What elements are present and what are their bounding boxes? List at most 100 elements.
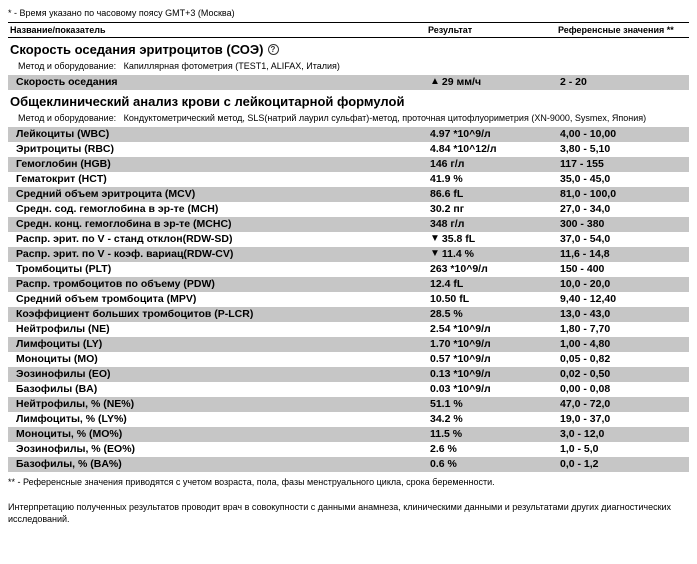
timezone-note: * - Время указано по часовому поясу GMT+… bbox=[8, 8, 689, 20]
cell-name: Нейтрофилы (NE) bbox=[10, 322, 430, 337]
section-1-method: Метод и оборудование: Капиллярная фотоме… bbox=[8, 59, 689, 75]
cell-ref: 47,0 - 72,0 bbox=[560, 397, 687, 412]
cell-name: Лимфоциты, % (LY%) bbox=[10, 412, 430, 427]
cell-ref: 81,0 - 100,0 bbox=[560, 187, 687, 202]
table-row: Моноциты, % (MO%)11.5 %3,0 - 12,0 bbox=[8, 427, 689, 442]
cell-name: Тромбоциты (PLT) bbox=[10, 262, 430, 277]
table-row: Средний объем тромбоцита (MPV)10.50 fL9,… bbox=[8, 292, 689, 307]
cell-name: Распр. эрит. по V - станд отклон(RDW-SD) bbox=[10, 232, 430, 247]
table-row: Распр. эрит. по V - станд отклон(RDW-SD)… bbox=[8, 232, 689, 247]
cell-name: Моноциты, % (MO%) bbox=[10, 427, 430, 442]
cell-ref: 9,40 - 12,40 bbox=[560, 292, 687, 307]
cell-result: 0.03 *10^9/л bbox=[430, 382, 560, 397]
cell-result: 30.2 пг bbox=[430, 202, 560, 217]
table-row: Скорость оседания▲29 мм/ч2 - 20 bbox=[8, 75, 689, 90]
cell-ref: 3,80 - 5,10 bbox=[560, 142, 687, 157]
cell-name: Средний объем тромбоцита (MPV) bbox=[10, 292, 430, 307]
cell-result: 0.57 *10^9/л bbox=[430, 352, 560, 367]
section-2-method: Метод и оборудование: Кондуктометрически… bbox=[8, 111, 689, 127]
arrow-up-icon: ▲ bbox=[430, 77, 440, 87]
cell-name: Эозинофилы (EO) bbox=[10, 367, 430, 382]
cell-result: 12.4 fL bbox=[430, 277, 560, 292]
info-icon: ? bbox=[268, 44, 279, 55]
table-row: Лимфоциты, % (LY%)34.2 %19,0 - 37,0 bbox=[8, 412, 689, 427]
column-headers: Название/показатель Результат Референсны… bbox=[8, 22, 689, 38]
cell-ref: 37,0 - 54,0 bbox=[560, 232, 687, 247]
table-row: Коэффициент больших тромбоцитов (P-LCR)2… bbox=[8, 307, 689, 322]
cell-name: Базофилы, % (BA%) bbox=[10, 457, 430, 472]
cell-name: Моноциты (MO) bbox=[10, 352, 430, 367]
cell-ref: 35,0 - 45,0 bbox=[560, 172, 687, 187]
table-row: Нейтрофилы, % (NE%)51.1 %47,0 - 72,0 bbox=[8, 397, 689, 412]
cell-ref: 3,0 - 12,0 bbox=[560, 427, 687, 442]
cell-result: 0.6 % bbox=[430, 457, 560, 472]
cell-name: Лейкоциты (WBC) bbox=[10, 127, 430, 142]
cell-result: 348 г/л bbox=[430, 217, 560, 232]
cell-result: 2.54 *10^9/л bbox=[430, 322, 560, 337]
cell-result: 1.70 *10^9/л bbox=[430, 337, 560, 352]
arrow-down-icon: ▼ bbox=[430, 249, 440, 259]
cell-name: Гематокрит (HCT) bbox=[10, 172, 430, 187]
cell-result: ▼11.4 % bbox=[430, 247, 560, 262]
section-1-title: Скорость оседания эритроцитов (СОЭ) ? bbox=[8, 42, 689, 57]
table-row: Тромбоциты (PLT)263 *10^9/л150 - 400 bbox=[8, 262, 689, 277]
cell-name: Гемоглобин (HGB) bbox=[10, 157, 430, 172]
method-value: Кондуктометрический метод, SLS(натрий ла… bbox=[124, 113, 646, 123]
cell-ref: 13,0 - 43,0 bbox=[560, 307, 687, 322]
cell-ref: 19,0 - 37,0 bbox=[560, 412, 687, 427]
table-row: Эозинофилы (EO)0.13 *10^9/л0,02 - 0,50 bbox=[8, 367, 689, 382]
section-2-title: Общеклинический анализ крови с лейкоцита… bbox=[8, 94, 689, 109]
cell-ref: 300 - 380 bbox=[560, 217, 687, 232]
cell-result: 4.84 *10^12/л bbox=[430, 142, 560, 157]
table-row: Средний объем эритроцита (MCV)86.6 fL81,… bbox=[8, 187, 689, 202]
table-row: Распр. эрит. по V - коэф. вариац(RDW-CV)… bbox=[8, 247, 689, 262]
section-2-rows: Лейкоциты (WBC)4.97 *10^9/л4,00 - 10,00Э… bbox=[8, 127, 689, 472]
cell-result: ▼35.8 fL bbox=[430, 232, 560, 247]
table-row: Эритроциты (RBC)4.84 *10^12/л3,80 - 5,10 bbox=[8, 142, 689, 157]
cell-result: 41.9 % bbox=[430, 172, 560, 187]
table-row: Нейтрофилы (NE)2.54 *10^9/л1,80 - 7,70 bbox=[8, 322, 689, 337]
col-header-name: Название/показатель bbox=[8, 25, 428, 35]
method-label: Метод и оборудование: bbox=[18, 113, 116, 123]
cell-result: 51.1 % bbox=[430, 397, 560, 412]
cell-result: 4.97 *10^9/л bbox=[430, 127, 560, 142]
cell-name: Средн. сод. гемоглобина в эр-те (MCH) bbox=[10, 202, 430, 217]
table-row: Гемоглобин (HGB)146 г/л117 - 155 bbox=[8, 157, 689, 172]
cell-ref: 1,80 - 7,70 bbox=[560, 322, 687, 337]
cell-name: Коэффициент больших тромбоцитов (P-LCR) bbox=[10, 307, 430, 322]
col-header-ref: Референсные значения ** bbox=[558, 25, 689, 35]
section-1-rows: Скорость оседания▲29 мм/ч2 - 20 bbox=[8, 75, 689, 90]
arrow-down-icon: ▼ bbox=[430, 234, 440, 244]
cell-ref: 0,05 - 0,82 bbox=[560, 352, 687, 367]
cell-ref: 0,00 - 0,08 bbox=[560, 382, 687, 397]
table-row: Моноциты (MO)0.57 *10^9/л0,05 - 0,82 bbox=[8, 352, 689, 367]
cell-result: 86.6 fL bbox=[430, 187, 560, 202]
cell-name: Средний объем эритроцита (MCV) bbox=[10, 187, 430, 202]
section-2-title-text: Общеклинический анализ крови с лейкоцита… bbox=[10, 94, 404, 109]
cell-name: Распр. тромбоцитов по объему (PDW) bbox=[10, 277, 430, 292]
table-row: Базофилы, % (BA%)0.6 %0,0 - 1,2 bbox=[8, 457, 689, 472]
table-row: Средн. конц. гемоглобина в эр-те (MCHC)3… bbox=[8, 217, 689, 232]
cell-result: 34.2 % bbox=[430, 412, 560, 427]
cell-name: Эозинофилы, % (EO%) bbox=[10, 442, 430, 457]
cell-ref: 10,0 - 20,0 bbox=[560, 277, 687, 292]
cell-name: Эритроциты (RBC) bbox=[10, 142, 430, 157]
table-row: Средн. сод. гемоглобина в эр-те (MCH)30.… bbox=[8, 202, 689, 217]
cell-ref: 1,00 - 4,80 bbox=[560, 337, 687, 352]
table-row: Эозинофилы, % (EO%)2.6 %1,0 - 5,0 bbox=[8, 442, 689, 457]
cell-ref: 11,6 - 14,8 bbox=[560, 247, 687, 262]
method-value: Капиллярная фотометрия (TEST1, ALIFAX, И… bbox=[124, 61, 340, 71]
cell-ref: 117 - 155 bbox=[560, 157, 687, 172]
table-row: Лейкоциты (WBC)4.97 *10^9/л4,00 - 10,00 bbox=[8, 127, 689, 142]
method-label: Метод и оборудование: bbox=[18, 61, 116, 71]
cell-ref: 0,02 - 0,50 bbox=[560, 367, 687, 382]
cell-result: 2.6 % bbox=[430, 442, 560, 457]
cell-result: 28.5 % bbox=[430, 307, 560, 322]
cell-name: Базофилы (BA) bbox=[10, 382, 430, 397]
cell-name: Скорость оседания bbox=[10, 75, 430, 90]
cell-name: Распр. эрит. по V - коэф. вариац(RDW-CV) bbox=[10, 247, 430, 262]
cell-name: Нейтрофилы, % (NE%) bbox=[10, 397, 430, 412]
cell-result: 0.13 *10^9/л bbox=[430, 367, 560, 382]
table-row: Лимфоциты (LY)1.70 *10^9/л1,00 - 4,80 bbox=[8, 337, 689, 352]
section-1-title-text: Скорость оседания эритроцитов (СОЭ) bbox=[10, 42, 264, 57]
